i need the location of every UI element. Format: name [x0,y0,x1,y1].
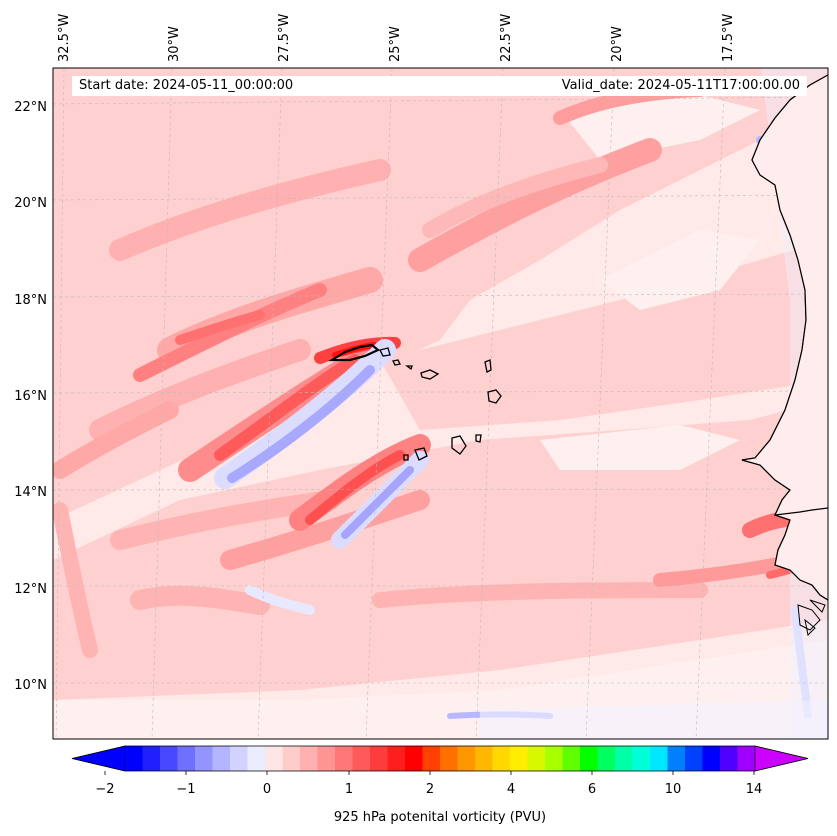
colorbar-swatch [562,746,581,771]
colorbar-swatch [580,746,598,771]
colorbar-swatch [685,746,703,771]
colorbar-swatch [720,746,738,771]
map-panel [52,67,829,740]
colorbar-swatch [265,746,283,771]
colorbar-swatch [370,746,388,771]
date-header-bar: Start date: 2024-05-11_00:00:00 Valid_da… [72,76,807,96]
colorbar-swatch [615,746,633,771]
colorbar-tick-label: 6 [588,782,596,797]
colorbar-tick-label: 2 [426,782,434,797]
pv-red-cores [175,310,828,579]
colorbar-swatch [545,746,563,771]
bijagos-islands [797,599,826,637]
colorbar-swatch [440,746,458,771]
colorbar-swatch [142,746,161,771]
lon-label: 20°W [610,26,625,62]
colorbar-extend-min [71,745,126,772]
colorbar-swatch [125,746,143,771]
colorbar-swatch [177,746,196,771]
lat-label: 20°N [14,196,47,211]
colorbar-outline [71,745,809,772]
colorbar-swatch [212,746,231,771]
colorbar-swatch [527,746,546,771]
colorbar-swatch [230,746,248,771]
map-frame [52,67,829,740]
colorbar-swatch [667,746,686,771]
colorbar-swatch [632,746,651,771]
colorbar-swatch [247,746,266,771]
lon-label: 32.5°W [57,14,72,62]
gambia-river [774,507,828,516]
colorbar-tick-label: 14 [746,782,763,797]
colorbar-tick-label: 1 [345,782,353,797]
colorbar-swatch [650,746,668,771]
gridlines [53,68,828,739]
africa-coastline-line [741,74,828,601]
colorbar-swatch [492,746,511,771]
colorbar-swatch [317,746,336,771]
lon-label: 22.5°W [499,14,514,62]
colorbar-swatch [457,746,476,771]
colorbar-swatch [387,746,406,771]
colorbar-swatch [510,746,528,771]
colorbar-tick-label: −2 [95,782,114,797]
longitude-labels: 32.5°W 30°W 27.5°W 25°W 22.5°W 20°W 17.5°W [57,14,736,62]
lon-label: 17.5°W [721,14,736,62]
colorbar [71,745,809,772]
colorbar-label: 925 hPa potenital vorticity (PVU) [334,810,546,825]
lon-label: 25°W [388,26,403,62]
colorbar-swatch [335,746,353,771]
lat-label: 10°N [14,678,47,693]
lat-label: 14°N [14,485,47,500]
pv-streaks [53,83,827,658]
colorbar-swatch [597,746,616,771]
lon-label: 27.5°W [277,14,292,62]
lat-label: 16°N [14,389,47,404]
colorbar-swatch [702,746,721,771]
colorbar-swatch [475,746,493,771]
colorbar-swatch [405,746,423,771]
colorbar-swatch [422,746,441,771]
colorbar-swatch [160,746,178,771]
lat-label: 18°N [14,293,47,308]
colorbar-tick-label: 0 [263,782,271,797]
colorbar-tick-label: −1 [176,782,195,797]
colorbar-swatch [300,746,318,771]
colorbar-tick-label: 4 [507,782,515,797]
colorbar-swatch [737,746,756,771]
colorbar-swatch [195,746,213,771]
colorbar-swatch [282,746,301,771]
colorbar-extend-max [754,745,809,772]
cape-verde-islands [328,343,502,461]
latitude-labels: 22°N 20°N 18°N 16°N 14°N 12°N 10°N [14,100,47,693]
colorbar-ticks: −2 −1 0 1 2 4 6 10 14 [95,771,762,797]
colorbar-tick-label: 10 [665,782,682,797]
colorbar-swatch [352,746,371,771]
africa-land [742,75,828,600]
valid-date-text: Valid_date: 2024-05-11T17:00:00.00 [561,78,800,93]
lat-label: 22°N [14,100,47,115]
lat-label: 12°N [14,582,47,597]
start-date-text: Start date: 2024-05-11_00:00:00 [79,78,294,93]
lon-label: 30°W [167,26,182,62]
